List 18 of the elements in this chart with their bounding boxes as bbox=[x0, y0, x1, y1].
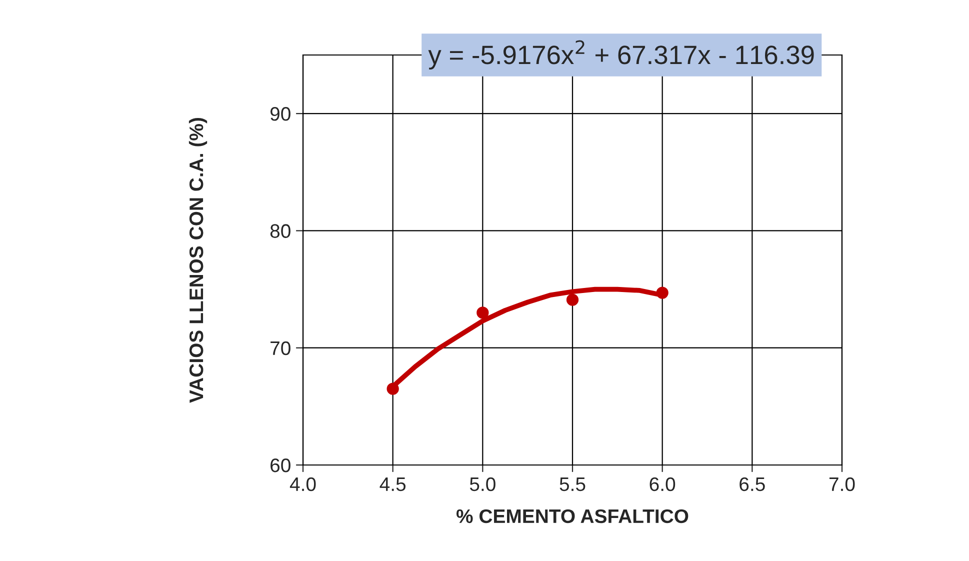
y-axis-title: VACIOS LLENOS CON C.A. (%) bbox=[188, 118, 208, 403]
x-tick-label: 7.0 bbox=[829, 477, 855, 492]
point bbox=[386, 382, 399, 395]
x-tick-label: 6.0 bbox=[650, 477, 676, 492]
point bbox=[566, 294, 579, 306]
x-tick-label: 4.5 bbox=[380, 478, 406, 492]
y-tick-label: 70 bbox=[270, 341, 290, 356]
point bbox=[476, 306, 489, 319]
y-tick-label: 90 bbox=[270, 107, 290, 121]
point bbox=[656, 286, 668, 299]
y-tick-label: 60 bbox=[270, 458, 290, 472]
x-tick-label: 5.5 bbox=[560, 478, 586, 492]
x-tick-label: 4.0 bbox=[290, 477, 316, 492]
annotation: y = -5.9176x$^{2}$ + 67.317x - 116.39 bbox=[428, 40, 814, 70]
x-tick-label: 5.0 bbox=[470, 477, 496, 492]
y-tick-label: 80 bbox=[270, 224, 290, 238]
x-axis-title: % CEMENTO ASFALTICO bbox=[456, 509, 688, 524]
x-tick-label: 6.5 bbox=[740, 477, 765, 492]
